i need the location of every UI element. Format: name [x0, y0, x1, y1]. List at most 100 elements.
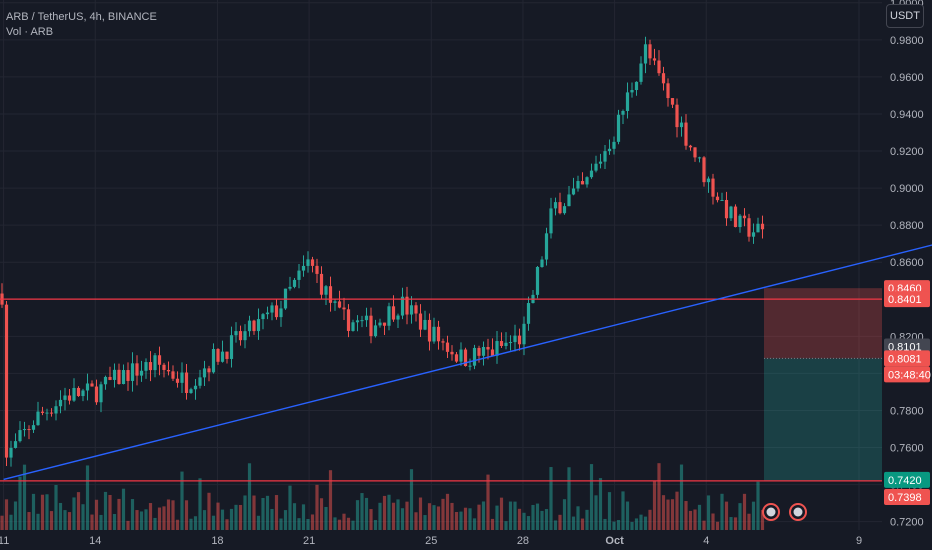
y-tick-label: 0.9600 — [890, 72, 924, 84]
candle-body — [706, 178, 711, 183]
candle-body — [22, 429, 27, 431]
candle-body — [202, 368, 207, 378]
candle-body — [513, 335, 517, 343]
volume-bar — [220, 509, 225, 530]
candle-body — [171, 371, 175, 379]
volume-bar — [526, 516, 531, 530]
volume-bar — [117, 498, 121, 530]
candle-body — [144, 362, 148, 371]
volume-bar — [405, 501, 409, 530]
x-tick-label: 18 — [211, 535, 223, 547]
candle-body — [621, 111, 625, 115]
candle-body — [679, 122, 684, 128]
candle-body — [301, 265, 306, 271]
candle-body — [580, 181, 585, 185]
candle-body — [720, 199, 724, 201]
candle-body — [117, 369, 121, 385]
candle-body — [373, 325, 378, 337]
volume-bar — [495, 505, 499, 530]
volume-bar — [531, 504, 535, 530]
volume-bar — [675, 491, 679, 530]
volume-bar — [486, 474, 490, 530]
volume-bar — [594, 495, 598, 530]
candle-body — [216, 349, 220, 362]
candle-body — [553, 202, 558, 209]
candle-body — [189, 389, 193, 393]
volume-bar — [544, 509, 549, 530]
volume-bar — [306, 518, 310, 530]
volume-bar — [94, 499, 99, 530]
candle-body — [387, 306, 391, 326]
candle-body — [693, 147, 697, 158]
volume-bar — [310, 514, 315, 530]
trend-line — [3, 244, 932, 481]
x-tick-label: 11 — [0, 535, 9, 547]
candle-body — [571, 188, 576, 195]
volume-bar — [337, 519, 342, 530]
candle-body — [306, 259, 310, 266]
candle-body — [351, 322, 355, 331]
volume-bar — [292, 503, 297, 530]
candle-body — [157, 355, 162, 365]
candle-body — [733, 206, 738, 228]
candle-body — [612, 141, 616, 149]
volume-bar — [481, 501, 486, 530]
price-label-bg — [884, 350, 930, 367]
candle-body — [234, 331, 238, 336]
volume-bar — [346, 517, 351, 530]
candle-body — [324, 286, 328, 295]
y-tick-label: 0.9000 — [890, 183, 924, 195]
volume-bar — [454, 511, 459, 530]
candle-body — [486, 346, 490, 350]
candle-body — [670, 98, 675, 105]
candle-body — [517, 335, 522, 345]
volume-bar — [162, 506, 166, 530]
candle-body — [634, 81, 639, 91]
volume-bar — [585, 509, 589, 530]
volume-bar — [373, 520, 378, 530]
volume-bar — [216, 502, 220, 530]
volume-bar — [328, 470, 333, 530]
candle-body — [594, 163, 598, 171]
candle-body — [562, 206, 567, 214]
candle-body — [243, 331, 247, 341]
volume-bar — [724, 501, 729, 530]
volume-bar — [535, 503, 540, 530]
candle-body — [81, 390, 85, 397]
volume-bar — [513, 501, 517, 530]
candle-body — [472, 347, 477, 366]
volume-bar — [103, 491, 108, 530]
candle-body — [558, 202, 562, 214]
x-tick-label: 25 — [425, 535, 437, 547]
candle-body — [585, 177, 589, 185]
volume-bar — [108, 494, 112, 530]
volume-bar — [342, 513, 346, 530]
volume-bar — [468, 508, 472, 530]
candle-body — [31, 425, 36, 430]
volume-bar — [54, 485, 58, 530]
volume-bar — [418, 497, 423, 530]
volume-bar — [256, 515, 261, 530]
candle-body — [607, 148, 612, 152]
volume-bar — [180, 471, 184, 530]
candle-body — [310, 259, 315, 266]
x-tick-label: 28 — [517, 535, 529, 547]
candle-body — [405, 296, 409, 315]
volume-bar — [247, 463, 252, 530]
volume-bar — [351, 520, 355, 530]
candle-body — [225, 351, 229, 359]
volume-bar — [274, 495, 279, 530]
volume-bar — [661, 495, 666, 530]
currency-button[interactable]: USDT — [886, 4, 924, 28]
volume-bar — [0, 515, 4, 530]
candle-body — [112, 369, 117, 380]
candle-body — [270, 305, 274, 313]
y-tick-label: 0.7600 — [890, 443, 924, 455]
candle-body — [108, 376, 112, 380]
candle-body — [58, 399, 63, 407]
chart-legend: ARB / TetherUS, 4h, BINANCE Vol · ARB — [6, 10, 157, 40]
volume-bar — [558, 514, 562, 530]
volume-bar — [207, 492, 211, 530]
volume-bar — [360, 493, 364, 530]
